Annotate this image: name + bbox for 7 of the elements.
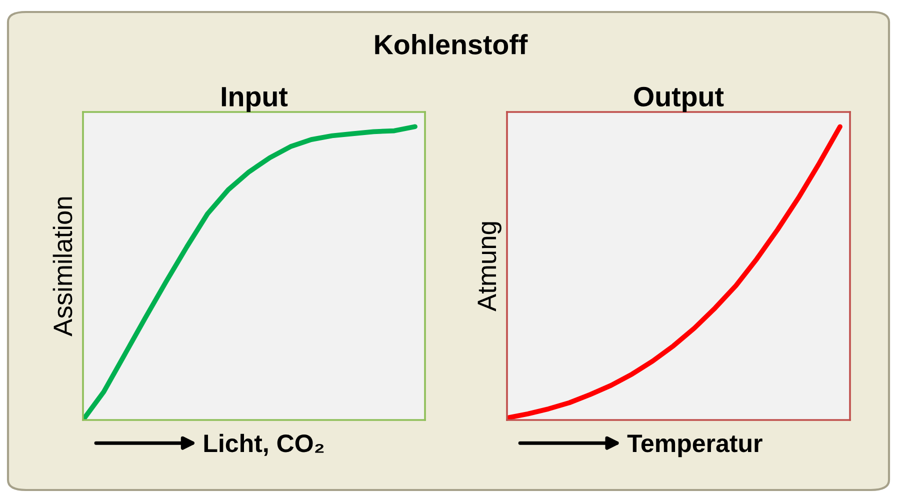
y-axis-title: Atmung bbox=[478, 222, 502, 312]
chart-title: Input bbox=[222, 87, 288, 112]
chart-title: Output bbox=[634, 86, 724, 112]
y-axis-title: Assimilation bbox=[52, 197, 72, 336]
x-axis-title: Licht, CO₂ bbox=[204, 434, 324, 456]
x-axis-title: Temperatur bbox=[627, 434, 762, 458]
text: Kohlenstoff bbox=[375, 34, 528, 54]
